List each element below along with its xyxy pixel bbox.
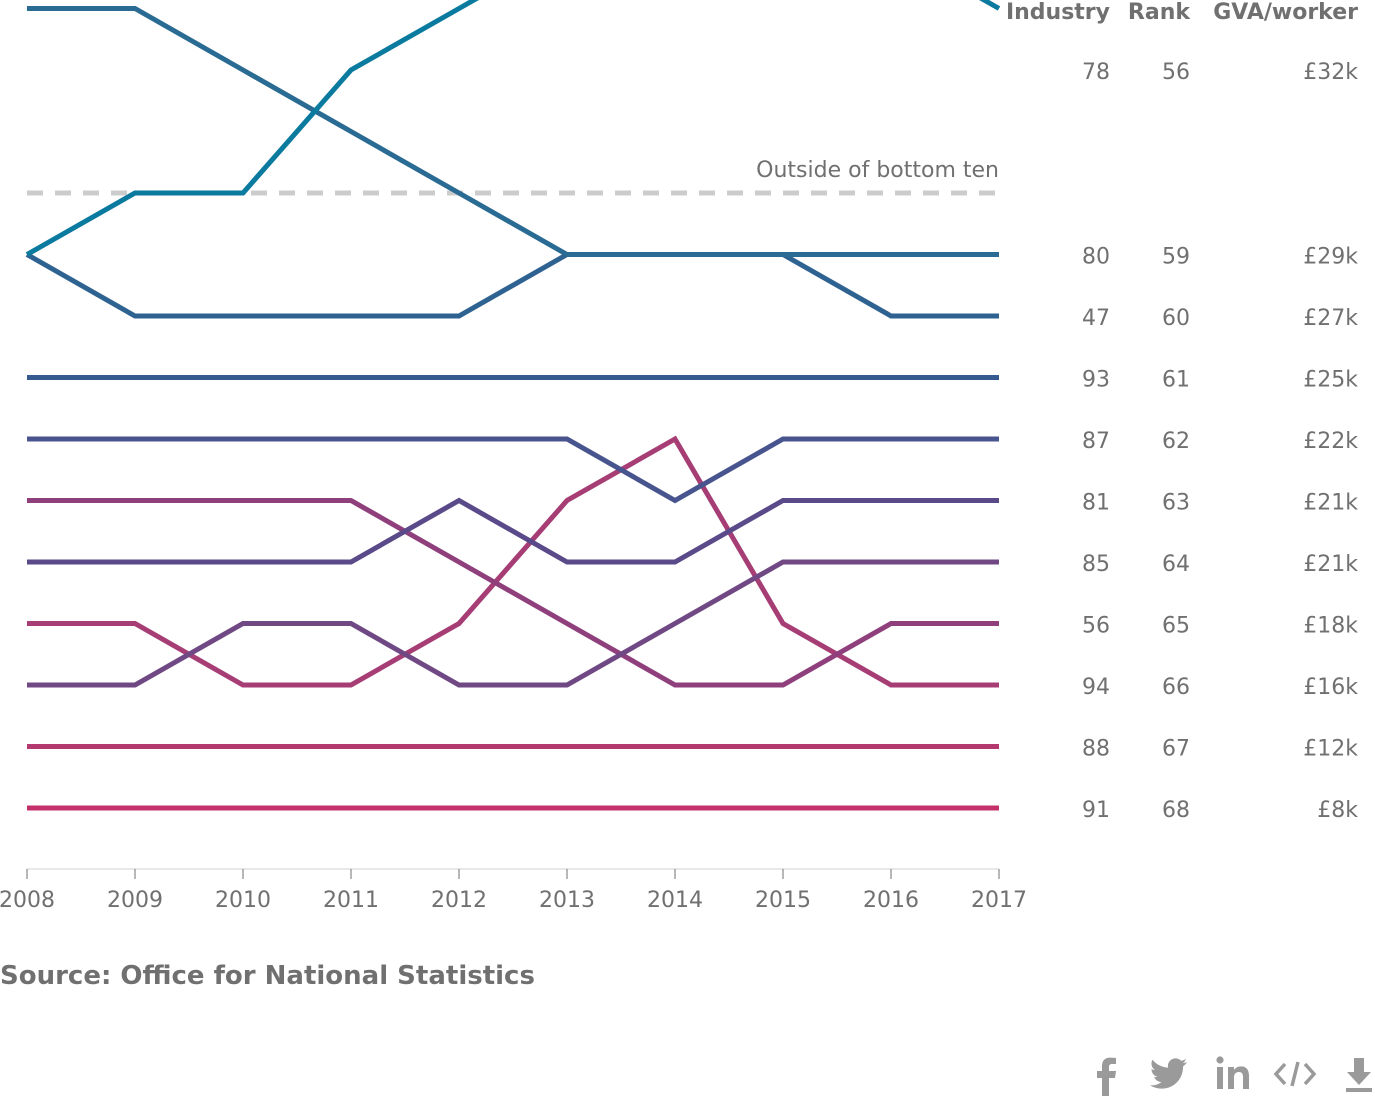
x-tick-label: 2011 — [323, 888, 379, 913]
rank-cell: 60 — [1162, 306, 1190, 331]
x-tick-label: 2015 — [755, 888, 811, 913]
rank-cell: 63 — [1162, 491, 1190, 516]
gva-cell: £18k — [1303, 614, 1358, 639]
download-icon[interactable] — [1337, 1050, 1375, 1097]
industry-cell: 93 — [1082, 368, 1110, 393]
rank-cell: 64 — [1162, 552, 1190, 577]
gva-cell: £22k — [1303, 429, 1358, 454]
industry-cell: 56 — [1082, 614, 1110, 639]
industry-cell: 91 — [1082, 798, 1110, 823]
gva-cell: £32k — [1303, 60, 1358, 85]
facebook-icon[interactable] — [1085, 1050, 1129, 1097]
gva-cell: £25k — [1303, 368, 1358, 393]
rank-cell: 65 — [1162, 614, 1190, 639]
rank-cell: 56 — [1162, 60, 1190, 85]
series-line-85 — [27, 559, 999, 688]
rank-cell: 68 — [1162, 798, 1190, 823]
rank-cell: 62 — [1162, 429, 1190, 454]
industry-cell: 88 — [1082, 737, 1110, 762]
industry-cell: 85 — [1082, 552, 1110, 577]
gva-cell: £16k — [1303, 675, 1358, 700]
gva-cell: £27k — [1303, 306, 1358, 331]
industry-cell: 87 — [1082, 429, 1110, 454]
gva-cell: £12k — [1303, 737, 1358, 762]
series-line-80 — [27, 6, 999, 257]
share-toolbar — [1085, 1050, 1375, 1097]
rank-cell: 66 — [1162, 675, 1190, 700]
x-tick-label: 2008 — [0, 888, 55, 913]
industry-cell: 81 — [1082, 491, 1110, 516]
series-line-47 — [25, 252, 999, 319]
x-tick-label: 2013 — [539, 888, 595, 913]
rank-cell: 67 — [1162, 737, 1190, 762]
series-line-81 — [27, 497, 999, 565]
industry-cell: 78 — [1082, 60, 1110, 85]
gva-cell: £8k — [1317, 798, 1358, 823]
x-tick-label: 2012 — [431, 888, 487, 913]
column-header: Rank — [1128, 0, 1191, 25]
rank-cell: 59 — [1162, 245, 1190, 270]
series-lines — [25, 0, 1001, 811]
embed-icon[interactable] — [1273, 1050, 1317, 1097]
rank-table: Industry Rank GVA/worker 78 56 £32k 80 59 £29k 47… — [1006, 0, 1358, 823]
linkedin-icon[interactable] — [1211, 1050, 1255, 1097]
gva-cell: £21k — [1303, 491, 1358, 516]
rank-cell: 61 — [1162, 368, 1190, 393]
twitter-icon[interactable] — [1147, 1050, 1191, 1097]
gva-cell: £21k — [1303, 552, 1358, 577]
x-axis: 2008 2009 2010 2011 2012 2013 2014 2015 2016 2017 — [0, 868, 1027, 913]
x-tick-label: 2014 — [647, 888, 703, 913]
x-tick-label: 2009 — [107, 888, 163, 913]
industry-cell: 80 — [1082, 245, 1110, 270]
industry-cell: 47 — [1082, 306, 1110, 331]
column-header: Industry — [1006, 0, 1110, 25]
source-note: Source: Office for National Statistics — [0, 961, 535, 991]
series-line-56 — [27, 498, 999, 688]
bump-chart: Outside of bottom ten 2008 2009 2010 2011 20… — [0, 0, 1358, 913]
gva-cell: £29k — [1303, 245, 1358, 270]
industry-cell: 94 — [1082, 675, 1110, 700]
series-line-78 — [25, 0, 1001, 257]
x-tick-label: 2010 — [215, 888, 271, 913]
column-header: GVA/worker — [1213, 0, 1358, 25]
x-tick-label: 2017 — [971, 888, 1027, 913]
series-line-87 — [27, 436, 999, 504]
x-tick-label: 2016 — [863, 888, 919, 913]
separator-label: Outside of bottom ten — [756, 158, 999, 183]
bottom-ten-separator: Outside of bottom ten — [27, 158, 999, 196]
